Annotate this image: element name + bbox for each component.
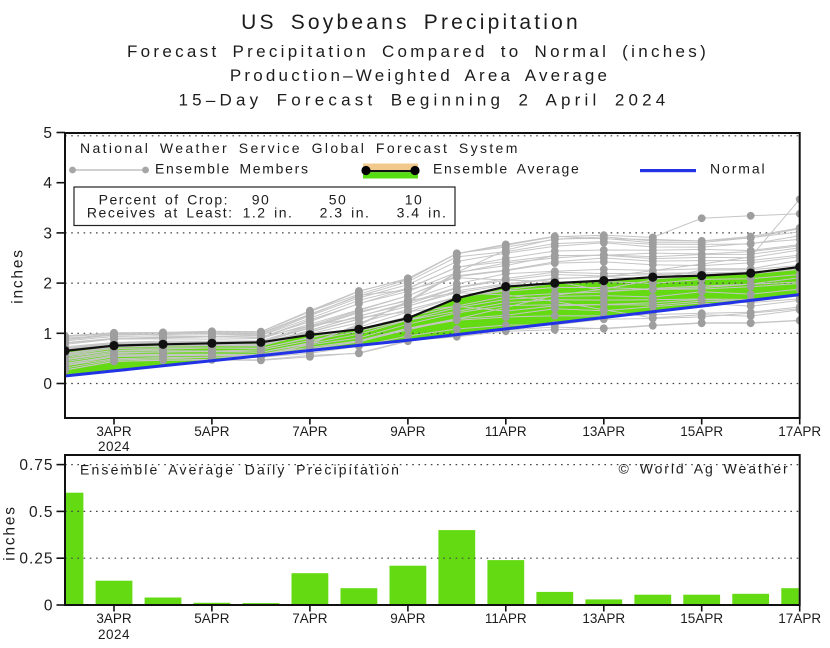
svg-text:10: 10 bbox=[405, 192, 424, 208]
svg-text:Ensemble Members: Ensemble Members bbox=[155, 161, 310, 177]
svg-text:15APR: 15APR bbox=[680, 611, 723, 626]
svg-text:2.3 in.: 2.3 in. bbox=[320, 205, 371, 221]
svg-text:0: 0 bbox=[44, 598, 54, 615]
svg-text:Percent of Crop:: Percent of Crop: bbox=[99, 192, 229, 208]
svg-text:US Soybeans Precipitation: US Soybeans Precipitation bbox=[241, 11, 581, 34]
svg-text:Production–Weighted Area Avera: Production–Weighted Area Average bbox=[230, 66, 610, 85]
svg-text:0.75: 0.75 bbox=[19, 457, 53, 474]
svg-text:15APR: 15APR bbox=[680, 424, 723, 439]
svg-text:9APR: 9APR bbox=[390, 424, 426, 439]
svg-text:11APR: 11APR bbox=[485, 611, 527, 626]
svg-text:7APR: 7APR bbox=[292, 424, 328, 439]
svg-text:15–Day Forecast Beginning 2 Ap: 15–Day Forecast Beginning 2 April 2024 bbox=[179, 91, 670, 110]
svg-text:2024: 2024 bbox=[98, 439, 130, 454]
svg-text:3.4 in.: 3.4 in. bbox=[397, 205, 448, 221]
svg-text:0: 0 bbox=[43, 376, 53, 393]
svg-text:5APR: 5APR bbox=[194, 611, 230, 626]
svg-text:1.2 in.: 1.2 in. bbox=[243, 205, 294, 221]
svg-text:Forecast Precipitation Compare: Forecast Precipitation Compared to Norma… bbox=[127, 42, 709, 61]
svg-text:inches: inches bbox=[2, 505, 19, 561]
svg-text:3APR: 3APR bbox=[96, 424, 132, 439]
svg-text:0.5: 0.5 bbox=[29, 504, 54, 521]
svg-text:13APR: 13APR bbox=[582, 611, 625, 626]
svg-text:Normal: Normal bbox=[710, 161, 767, 177]
svg-text:50: 50 bbox=[329, 192, 348, 208]
svg-text:5: 5 bbox=[43, 125, 53, 142]
svg-text:90: 90 bbox=[252, 192, 271, 208]
svg-text:9APR: 9APR bbox=[390, 611, 426, 626]
svg-text:3APR: 3APR bbox=[96, 611, 132, 626]
svg-text:13APR: 13APR bbox=[582, 424, 625, 439]
svg-text:National Weather Service Globa: National Weather Service Global Forecast… bbox=[80, 140, 520, 156]
svg-text:11APR: 11APR bbox=[485, 424, 527, 439]
svg-text:1: 1 bbox=[43, 326, 53, 343]
svg-text:2024: 2024 bbox=[98, 627, 130, 642]
svg-text:inches: inches bbox=[10, 248, 27, 304]
svg-text:7APR: 7APR bbox=[292, 611, 328, 626]
svg-text:4: 4 bbox=[43, 175, 53, 192]
svg-text:Ensemble Average Daily Precipi: Ensemble Average Daily Precipitation bbox=[80, 462, 401, 478]
svg-text:Ensemble Average: Ensemble Average bbox=[433, 161, 580, 177]
svg-text:17APR: 17APR bbox=[778, 424, 821, 439]
svg-text:2: 2 bbox=[43, 276, 53, 293]
svg-text:5APR: 5APR bbox=[194, 424, 230, 439]
svg-text:© World Ag Weather: © World Ag Weather bbox=[619, 461, 790, 477]
svg-text:3: 3 bbox=[43, 225, 53, 242]
svg-text:17APR: 17APR bbox=[778, 611, 821, 626]
svg-text:0.25: 0.25 bbox=[19, 551, 53, 568]
svg-text:Receives at Least:: Receives at Least: bbox=[87, 205, 234, 221]
